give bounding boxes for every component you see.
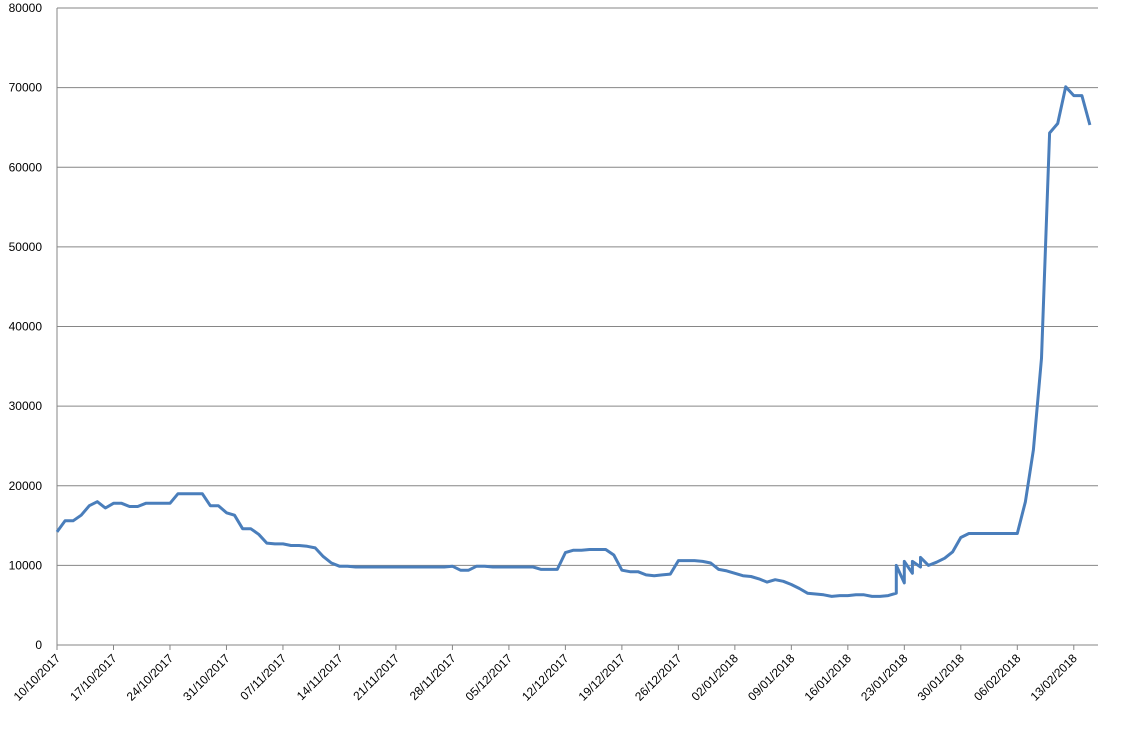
- y-tick-label: 0: [35, 638, 42, 652]
- x-tick-label: 13/02/2018: [1028, 651, 1081, 704]
- y-tick-label: 60000: [9, 160, 43, 174]
- y-tick-label: 30000: [9, 399, 43, 413]
- x-tick-label: 07/11/2017: [237, 651, 289, 703]
- x-tick-label: 05/12/2017: [463, 651, 516, 704]
- x-tick-label: 21/11/2017: [350, 651, 402, 703]
- x-tick-label: 10/10/2017: [11, 651, 64, 704]
- y-tick-label: 20000: [9, 479, 43, 493]
- x-tick-label: 16/01/2018: [802, 651, 855, 704]
- x-tick-label: 26/12/2017: [632, 651, 685, 704]
- x-tick-label: 19/12/2017: [576, 651, 629, 704]
- x-tick-label: 02/01/2018: [689, 651, 742, 704]
- y-tick-label: 70000: [9, 81, 43, 95]
- x-tick-label: 09/01/2018: [745, 651, 798, 704]
- y-tick-label: 40000: [9, 320, 43, 334]
- x-tick-label: 17/10/2017: [67, 651, 120, 704]
- y-tick-label: 80000: [9, 1, 43, 15]
- x-tick-label: 28/11/2017: [407, 651, 459, 703]
- x-tick-label: 23/01/2018: [858, 651, 911, 704]
- x-tick-label: 06/02/2018: [971, 651, 1024, 704]
- x-tick-label: 31/10/2017: [180, 651, 233, 704]
- y-tick-label: 10000: [9, 558, 43, 572]
- x-tick-label: 12/12/2017: [519, 651, 572, 704]
- y-tick-label: 50000: [9, 240, 43, 254]
- x-tick-label: 30/01/2018: [915, 651, 968, 704]
- x-tick-label: 14/11/2017: [294, 651, 346, 703]
- data-line: [55, 85, 1092, 598]
- x-tick-label: 24/10/2017: [124, 651, 177, 704]
